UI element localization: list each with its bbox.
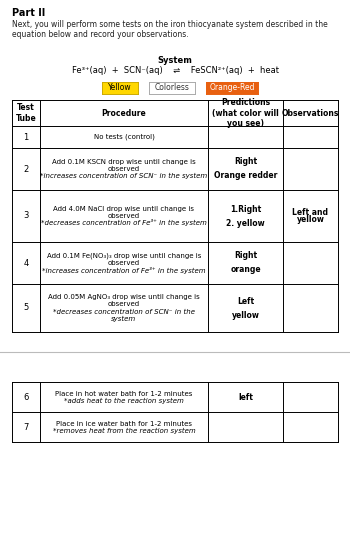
Text: observed: observed <box>108 166 140 172</box>
Text: system: system <box>111 316 136 322</box>
Text: *increases concentration of SCN⁻ in the system: *increases concentration of SCN⁻ in the … <box>40 173 208 179</box>
Text: 7: 7 <box>23 423 29 431</box>
Text: Part II: Part II <box>12 8 45 18</box>
Text: Predictions
(what color will
you see): Predictions (what color will you see) <box>212 98 279 128</box>
Text: 1: 1 <box>23 133 29 141</box>
Text: yellow: yellow <box>232 311 259 319</box>
Text: Fe³⁺(aq)  +  SCN⁻(aq)    ⇌    FeSCN²⁺(aq)  +  heat: Fe³⁺(aq) + SCN⁻(aq) ⇌ FeSCN²⁺(aq) + heat <box>71 66 279 75</box>
Text: 6: 6 <box>23 392 29 402</box>
Text: Orange redder: Orange redder <box>214 172 277 180</box>
Text: *decreases concentration of Fe³⁺ in the system: *decreases concentration of Fe³⁺ in the … <box>41 220 207 226</box>
Text: Add 0.1M KSCN drop wise until change is: Add 0.1M KSCN drop wise until change is <box>52 159 196 165</box>
Text: Right: Right <box>234 252 257 260</box>
Text: Yellow: Yellow <box>108 83 132 93</box>
Text: observed: observed <box>108 213 140 219</box>
Text: Test
Tube: Test Tube <box>16 104 36 123</box>
Text: Orange-Red: Orange-Red <box>209 83 255 93</box>
Text: *adds heat to the reaction system: *adds heat to the reaction system <box>64 397 184 403</box>
Text: yellow: yellow <box>296 215 324 224</box>
Text: Right: Right <box>234 157 257 167</box>
Text: Procedure: Procedure <box>102 109 146 117</box>
Text: 3: 3 <box>23 212 29 220</box>
Text: Add 4.0M NaCl drop wise until change is: Add 4.0M NaCl drop wise until change is <box>54 206 195 212</box>
Text: 2. yellow: 2. yellow <box>226 219 265 227</box>
Text: 1.Right: 1.Right <box>230 204 261 214</box>
Text: No tests (control): No tests (control) <box>93 134 154 140</box>
Text: Colorless: Colorless <box>155 83 189 93</box>
Text: *increases concentration of Fe³⁺ in the system: *increases concentration of Fe³⁺ in the … <box>42 266 206 273</box>
Text: observed: observed <box>108 301 140 307</box>
Text: Place in ice water bath for 1-2 minutes: Place in ice water bath for 1-2 minutes <box>56 420 192 426</box>
Text: 4: 4 <box>23 259 29 267</box>
Text: *decreases concentration of SCN⁻ in the: *decreases concentration of SCN⁻ in the <box>53 309 195 315</box>
Text: Observations: Observations <box>282 109 339 117</box>
Text: orange: orange <box>230 265 261 275</box>
Text: 2: 2 <box>23 164 29 174</box>
Text: observed: observed <box>108 260 140 266</box>
Text: Place in hot water bath for 1-2 minutes: Place in hot water bath for 1-2 minutes <box>55 391 193 397</box>
Text: *removes heat from the reaction system: *removes heat from the reaction system <box>52 427 195 433</box>
Text: System: System <box>158 56 192 65</box>
Text: left: left <box>238 392 253 402</box>
Text: 5: 5 <box>23 304 29 312</box>
Text: Left and: Left and <box>293 208 329 217</box>
Text: Add 0.05M AgNO₃ drop wise until change is: Add 0.05M AgNO₃ drop wise until change i… <box>48 294 200 300</box>
Text: Add 0.1M Fe(NO₃)₃ drop wise until change is: Add 0.1M Fe(NO₃)₃ drop wise until change… <box>47 253 201 259</box>
Text: Left: Left <box>237 296 254 305</box>
Text: Next, you will perform some tests on the iron thiocyanate system described in th: Next, you will perform some tests on the… <box>12 20 328 39</box>
